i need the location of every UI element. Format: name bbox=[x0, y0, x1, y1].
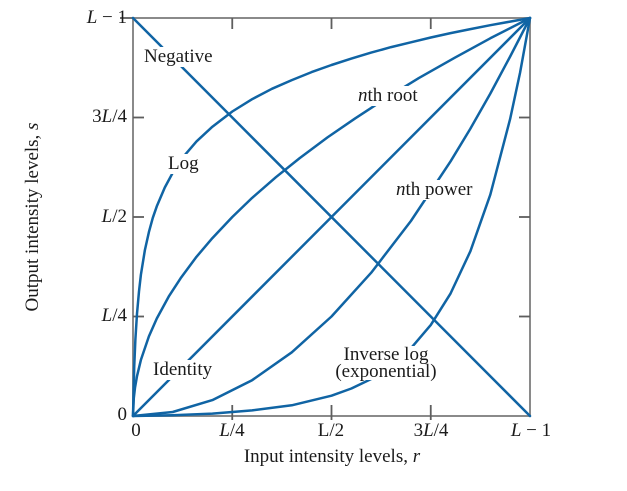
y-tick-label-l1: L − 1 bbox=[86, 7, 127, 28]
x-tick-label-l4: L/4 bbox=[219, 420, 245, 441]
x-axis-title: Input intensity levels, r bbox=[243, 446, 421, 467]
curve-label-identity: Identity bbox=[151, 359, 215, 380]
x-tick-label-l2: L/2 bbox=[317, 420, 345, 441]
curve-label-nth-root: nth root bbox=[356, 85, 420, 106]
y-tick-label-l2: L/2 bbox=[101, 206, 127, 227]
curve-label-nth-power: nth power bbox=[394, 179, 475, 200]
y-axis-title: Output intensity levels, s bbox=[22, 122, 43, 312]
curve-label-negative: Negative bbox=[142, 46, 215, 67]
y-tick-label-3l4: 3L/4 bbox=[92, 106, 127, 127]
curve-log bbox=[131, 16, 532, 418]
curve-nth-power bbox=[131, 16, 532, 418]
x-tick-label-l1: L − 1 bbox=[510, 420, 552, 441]
x-tick-label-0: 0 bbox=[131, 420, 141, 441]
y-tick-label-l4: L/4 bbox=[101, 305, 127, 326]
x-tick-label-3l4: 3L/4 bbox=[413, 420, 449, 441]
curve-label-log: Log bbox=[166, 153, 201, 174]
curve-identity bbox=[131, 16, 532, 418]
curve-label-inverse-log: Inverse log (exponential) bbox=[325, 345, 447, 381]
y-tick-label-0: 0 bbox=[117, 404, 128, 425]
